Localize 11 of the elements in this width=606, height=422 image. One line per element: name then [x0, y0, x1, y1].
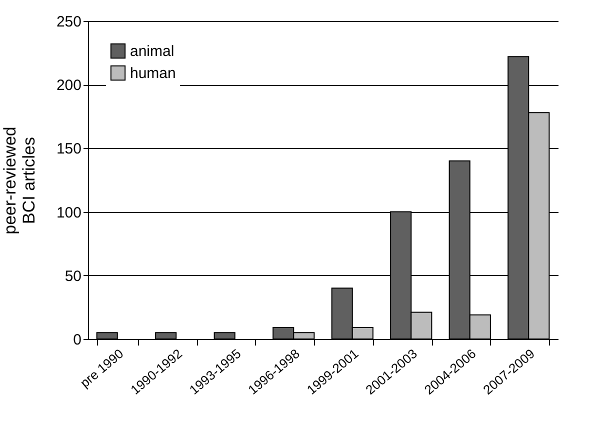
y-tick-label: 0 [73, 332, 82, 348]
bar [214, 332, 236, 340]
legend-label: human [130, 65, 176, 82]
y-axis-title: peer-reviewed BCI articles [0, 126, 38, 234]
legend-label: animal [130, 43, 174, 60]
y-tick-label: 200 [56, 77, 82, 94]
y-tick-label: 150 [56, 140, 82, 158]
y-tick-label: 100 [56, 204, 82, 222]
y-tick-label: 50 [64, 268, 82, 285]
y-tick-label: 250 [56, 14, 82, 30]
bar [155, 332, 177, 340]
